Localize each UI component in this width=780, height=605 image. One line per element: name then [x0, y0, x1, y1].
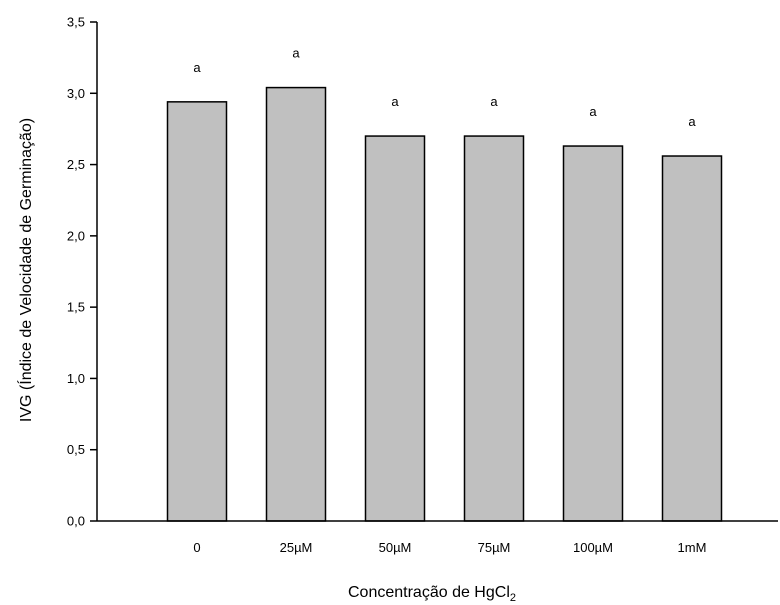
bar: [166, 101, 228, 522]
x-tick-label: 25µM: [280, 540, 313, 555]
y-tick-label: 0,5: [67, 442, 85, 457]
y-tick-label: 0,0: [67, 514, 85, 529]
significance-letter: a: [391, 94, 399, 109]
significance-letter: a: [589, 104, 597, 119]
x-axis-title-main: Concentração de HgCl: [348, 584, 510, 601]
significance-letter: a: [490, 94, 498, 109]
bars-group: [166, 86, 723, 522]
bar: [265, 86, 327, 522]
bar: [661, 155, 723, 522]
bar: [463, 135, 525, 522]
x-axis-title-subscript: 2: [510, 592, 516, 604]
bar: [364, 135, 426, 522]
significance-letter: a: [292, 46, 300, 61]
x-tick-label: 75µM: [478, 540, 511, 555]
significance-letter: a: [193, 60, 201, 75]
y-tick-label: 2,5: [67, 157, 85, 172]
y-tick-label: 2,0: [67, 228, 85, 243]
y-tick-label: 1,0: [67, 371, 85, 386]
significance-letter: a: [688, 114, 696, 129]
y-ticks: 0,0 0,5 1,0 1,5 2,0 2,5 3,0 3,5: [67, 15, 97, 529]
x-tick-label: 1mM: [678, 540, 707, 555]
y-axis-title: IVG (Índice de Velocidade de Germinação): [16, 118, 35, 422]
x-tick-label: 50µM: [379, 540, 412, 555]
x-ticks: 0 25µM 50µM 75µM 100µM 1mM: [193, 540, 706, 555]
bar: [562, 145, 624, 522]
y-tick-label: 1,5: [67, 300, 85, 315]
x-tick-label: 0: [193, 540, 200, 555]
y-tick-label: 3,5: [67, 15, 85, 30]
x-tick-label: 100µM: [573, 540, 613, 555]
x-axis-title: Concentração de HgCl2: [348, 584, 516, 604]
y-tick-label: 3,0: [67, 86, 85, 101]
significance-labels: a a a a a a: [193, 46, 696, 129]
